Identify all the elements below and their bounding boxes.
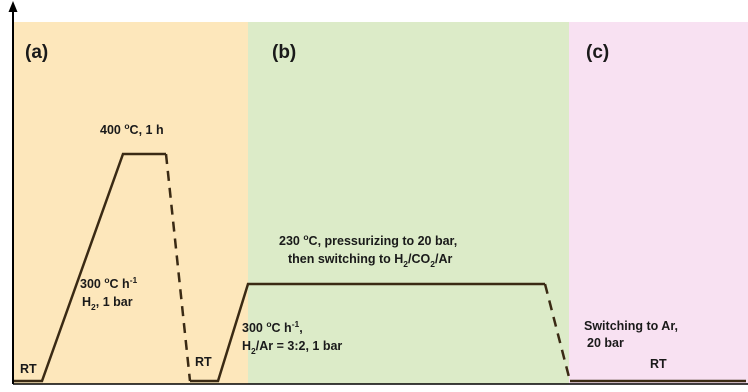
ramp-b-label-line2: H2/Ar = 3:2, 1 bar (242, 339, 342, 356)
calcination-hold-label: 400 oC, 1 h (100, 121, 164, 137)
profile-cooldown-dashed (164, 153, 192, 382)
panel-b-background (248, 22, 569, 384)
ramp-b-label-line1: 300 oC h-1, (242, 319, 303, 335)
y-axis-arrow-icon (8, 1, 18, 12)
switch-ar-label-line1: Switching to Ar, (584, 319, 678, 333)
panel-c-label: (c) (586, 42, 609, 63)
panel-a-label: (a) (25, 42, 48, 63)
profile-rt-start (14, 152, 166, 383)
rt-start-label: RT (20, 362, 37, 376)
panel-a-background (13, 22, 248, 384)
reaction-hold-label-line2: then switching to H2/CO2/Ar (288, 252, 452, 269)
reaction-hold-label-line1: 230 oC, pressurizing to 20 bar, (279, 232, 457, 248)
switch-ar-label-line2: 20 bar (587, 336, 624, 350)
panel-c-background (569, 22, 748, 384)
rt-middle-label: RT (195, 355, 212, 369)
rt-end-label: RT (650, 357, 667, 371)
ramp-a-label-line1: 300 oC h-1 (80, 275, 138, 291)
panel-b-label: (b) (272, 42, 296, 63)
ramp-a-label-line2: H2, 1 bar (82, 295, 133, 312)
profile-ramp-and-hold (190, 282, 545, 383)
